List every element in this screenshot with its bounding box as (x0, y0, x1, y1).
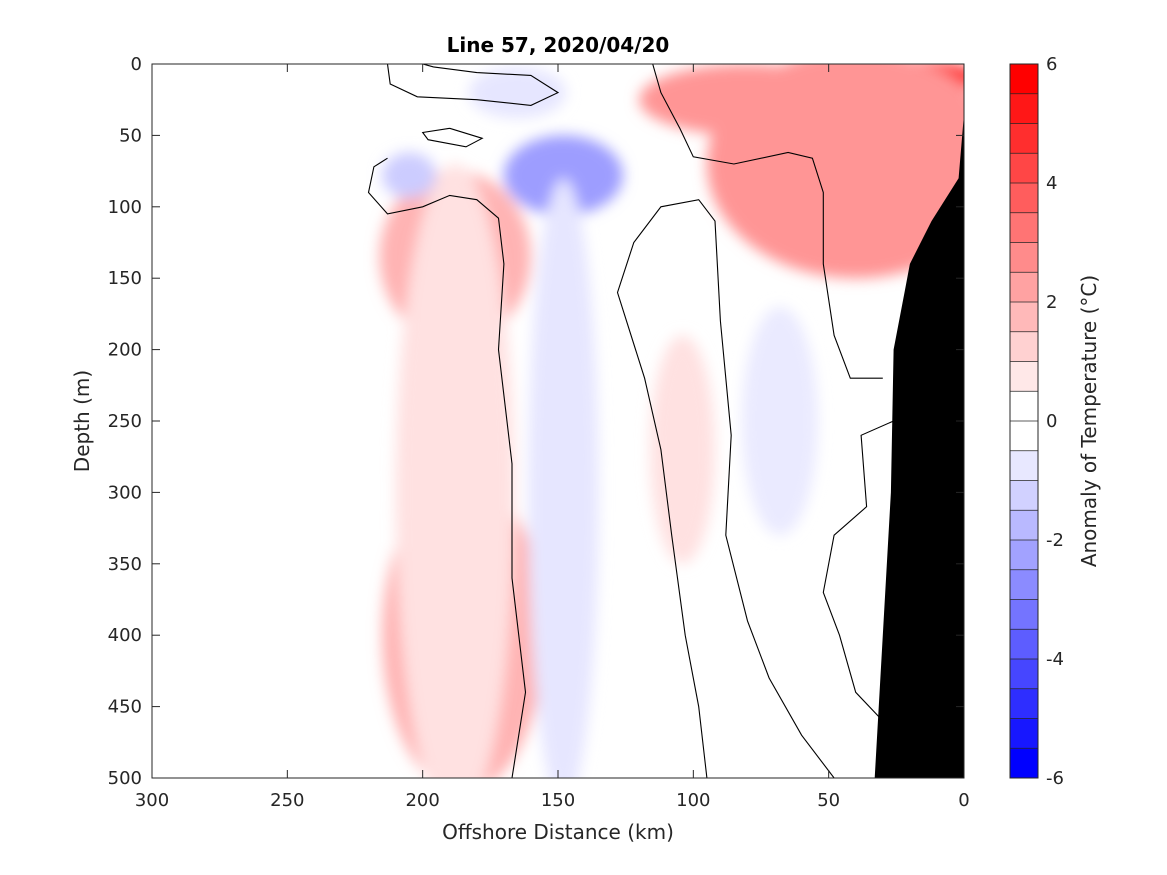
anomaly-feature-6 (528, 178, 599, 778)
anomaly-feature-7 (468, 66, 567, 119)
colorbar-level (1010, 153, 1038, 184)
colorbar-level (1010, 629, 1038, 660)
colorbar-level (1010, 450, 1038, 481)
zero-contour-4 (616, 199, 835, 778)
y-tick-label: 500 (108, 768, 142, 789)
anomaly-feature-13 (639, 64, 856, 136)
x-tick-label: 100 (676, 790, 710, 811)
y-tick-label: 250 (108, 411, 142, 432)
anomaly-feature-3 (650, 335, 715, 564)
colorbar-level (1010, 242, 1038, 273)
colorbar-level (1010, 331, 1038, 362)
y-tick-label: 0 (131, 54, 142, 75)
y-tick-label: 50 (119, 125, 142, 146)
zero-contour-2 (421, 127, 484, 148)
colorbar-ticks: 6 4 2 0 -2 -4 -6 (1046, 54, 1064, 789)
colorbar-level (1010, 361, 1038, 392)
x-tick-label: 200 (405, 790, 439, 811)
zero-contour-3 (652, 64, 883, 379)
colorbar-tick-label: -2 (1046, 530, 1064, 551)
colorbar-tick-label: 2 (1046, 292, 1057, 313)
y-tick-label: 100 (108, 197, 142, 218)
y-tick-label: 350 (108, 554, 142, 575)
colorbar-tick-label: 0 (1046, 411, 1057, 432)
y-axis-label: Depth (m) (70, 370, 94, 472)
colorbar-level (1010, 64, 1038, 95)
colorbar-level (1010, 659, 1038, 690)
colorbar-tick-label: -6 (1046, 768, 1064, 789)
colorbar-level (1010, 718, 1038, 749)
zero-contour-1 (367, 157, 527, 778)
zero-contour-5 (822, 420, 894, 722)
y-tick-label: 400 (108, 625, 142, 646)
x-axis-ticks: 300 250 200 150 100 50 0 (135, 64, 970, 811)
colorbar-label: Anomaly of Temperature (°C) (1077, 275, 1101, 567)
colorbar-level (1010, 421, 1038, 452)
x-tick-label: 50 (817, 790, 840, 811)
x-tick-label: 0 (958, 790, 969, 811)
colorbar-level (1010, 93, 1038, 124)
y-tick-label: 450 (108, 697, 142, 718)
y-axis-ticks: 0 50 100 150 200 250 300 350 400 450 500 (108, 54, 964, 789)
colorbar-level (1010, 212, 1038, 243)
colorbar-level (1010, 569, 1038, 600)
anomaly-feature-5 (382, 152, 437, 199)
colorbar-level (1010, 510, 1038, 541)
colorbar-level (1010, 599, 1038, 630)
colorbar-level (1010, 272, 1038, 303)
colorbar-level (1010, 688, 1038, 719)
zero-contour-0 (386, 64, 560, 106)
zero-contours (367, 64, 894, 778)
colorbar-level (1010, 183, 1038, 214)
colorbar-tick-label: 4 (1046, 173, 1057, 194)
colorbar-frame (1009, 63, 1039, 779)
seafloor-bathymetry (874, 114, 964, 778)
y-tick-label: 150 (108, 268, 142, 289)
chart-title: Line 57, 2020/04/20 (447, 33, 670, 57)
anomaly-feature-2 (395, 164, 515, 778)
colorbar-level (1010, 480, 1038, 511)
y-tick-label: 200 (108, 340, 142, 361)
x-axis-label: Offshore Distance (km) (442, 820, 674, 844)
colorbar-level (1010, 123, 1038, 154)
anomaly-field (379, 64, 964, 778)
colorbar-tick-label: -4 (1046, 649, 1064, 670)
x-tick-label: 300 (135, 790, 169, 811)
colorbar-level (1010, 540, 1038, 571)
anomaly-feature-9 (742, 306, 818, 536)
colorbar-level (1010, 748, 1038, 779)
x-tick-label: 250 (270, 790, 304, 811)
anomaly-feature-4 (503, 135, 623, 216)
colorbar-level (1010, 302, 1038, 333)
colorbar (1009, 63, 1039, 779)
x-tick-label: 150 (541, 790, 575, 811)
y-tick-label: 300 (108, 482, 142, 503)
colorbar-tick-label: 6 (1046, 54, 1057, 75)
colorbar-level (1010, 391, 1038, 422)
